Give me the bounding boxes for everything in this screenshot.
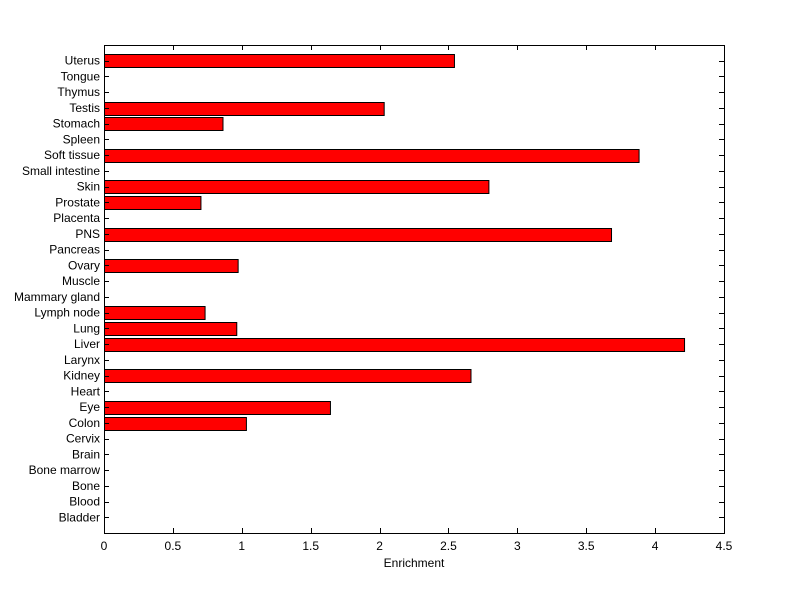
- y-tick-label: Lymph node: [34, 306, 100, 320]
- x-tick-label: 4.5: [716, 539, 733, 553]
- y-tick-label: Soft tissue: [44, 148, 100, 162]
- y-tick-label: Skin: [77, 180, 100, 194]
- x-tick-label: 2.5: [440, 539, 457, 553]
- x-tick-label: 3: [514, 539, 521, 553]
- bar-testis: [104, 102, 385, 116]
- y-tick-label: Bone marrow: [29, 463, 101, 477]
- y-tick-label: Lung: [73, 321, 100, 335]
- x-axis-title: Enrichment: [384, 556, 445, 570]
- bar-pns: [104, 228, 613, 242]
- y-tick-label: PNS: [75, 227, 100, 241]
- bar-lung: [104, 322, 238, 336]
- y-tick-label: Pancreas: [49, 243, 100, 257]
- y-tick-label: Stomach: [53, 117, 100, 131]
- plot-frame: [104, 45, 725, 534]
- y-tick-label: Placenta: [53, 211, 100, 225]
- y-tick-label: Mammary gland: [14, 290, 100, 304]
- y-tick-label: Bladder: [59, 510, 100, 524]
- bar-prostate: [104, 196, 202, 210]
- bar-colon: [104, 417, 247, 431]
- y-tick-label: Heart: [71, 384, 101, 398]
- y-tick-label: Colon: [69, 416, 100, 430]
- y-tick-label: Liver: [74, 337, 100, 351]
- y-tick-label: Uterus: [65, 54, 100, 68]
- y-tick-label: Prostate: [55, 195, 100, 209]
- bar-uterus: [104, 54, 455, 68]
- y-tick-label: Bone: [72, 479, 100, 493]
- x-tick-label: 0.5: [165, 539, 182, 553]
- bars-group: [104, 54, 686, 431]
- y-tick-label: Brain: [72, 447, 100, 461]
- y-tick-label: Muscle: [62, 274, 100, 288]
- y-tick-label: Eye: [79, 400, 100, 414]
- bar-stomach: [104, 117, 224, 131]
- y-tick-label: Cervix: [66, 432, 100, 446]
- x-tick-label: 1.5: [302, 539, 319, 553]
- bar-liver: [104, 338, 686, 352]
- y-tick-label: Kidney: [63, 369, 100, 383]
- y-tick-label: Tongue: [61, 69, 101, 83]
- y-tick-label: Larynx: [64, 353, 100, 367]
- x-tick-label: 2: [376, 539, 383, 553]
- y-tick-label: Ovary: [68, 258, 100, 272]
- bar-kidney: [104, 369, 472, 383]
- y-tick-label: Blood: [69, 495, 100, 509]
- bar-skin: [104, 180, 490, 194]
- y-tick-label: Testis: [69, 101, 100, 115]
- y-tick-label: Small intestine: [22, 164, 100, 178]
- y-tick-label: Thymus: [57, 85, 100, 99]
- y-tick-label: Spleen: [63, 132, 100, 146]
- x-tick-label: 0: [101, 539, 108, 553]
- bar-lymph-node: [104, 306, 206, 320]
- bar-soft-tissue: [104, 149, 640, 163]
- x-tick-label: 4: [652, 539, 659, 553]
- x-tick-label: 3.5: [578, 539, 595, 553]
- bar-eye: [104, 401, 331, 415]
- x-tick-label: 1: [238, 539, 245, 553]
- bar-ovary: [104, 259, 239, 273]
